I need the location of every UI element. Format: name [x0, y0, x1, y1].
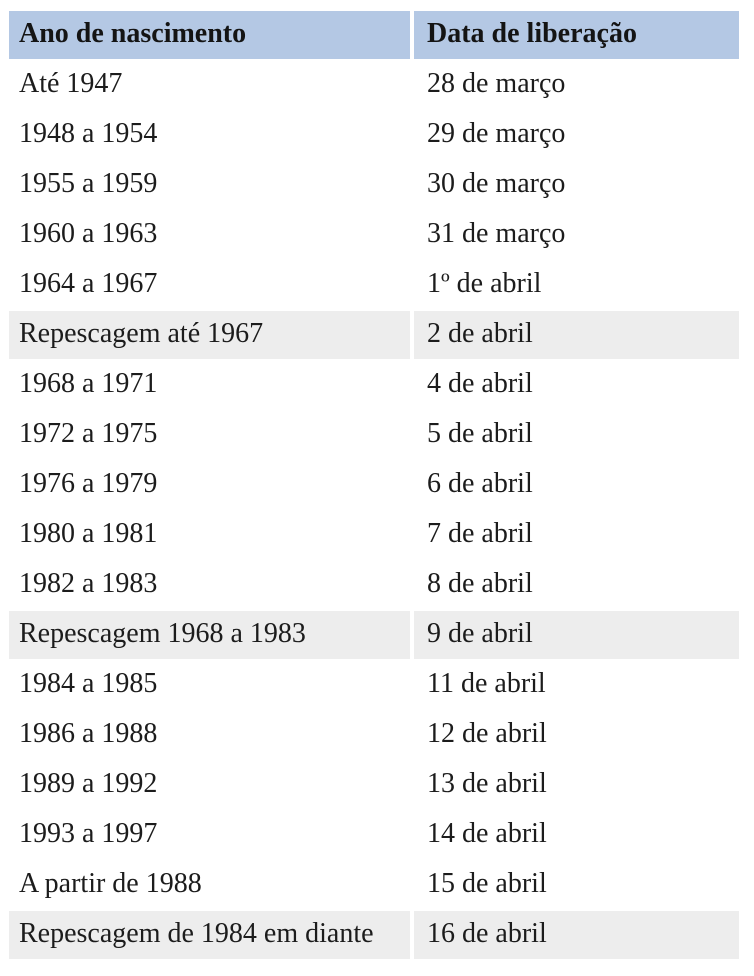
year-range-cell: Repescagem até 1967 [9, 311, 410, 359]
release-schedule-table: Ano de nascimento Data de liberação Até … [9, 11, 739, 959]
release-date-cell: 1º de abril [414, 261, 739, 309]
release-date-cell: 14 de abril [414, 811, 739, 859]
release-date-cell: 29 de março [414, 111, 739, 159]
year-range-cell: Repescagem de 1984 em diante [9, 911, 410, 959]
release-date-cell: 11 de abril [414, 661, 739, 709]
release-date-cell: 2 de abril [414, 311, 739, 359]
column-header-ano-de-nascimento: Ano de nascimento [9, 11, 410, 59]
release-date-cell: 5 de abril [414, 411, 739, 459]
year-range-cell: A partir de 1988 [9, 861, 410, 909]
release-date-cell: 13 de abril [414, 761, 739, 809]
year-range-cell: 1968 a 1971 [9, 361, 410, 409]
release-date-cell: 12 de abril [414, 711, 739, 759]
release-date-cell: 16 de abril [414, 911, 739, 959]
year-range-cell: 1989 a 1992 [9, 761, 410, 809]
year-range-cell: Repescagem 1968 a 1983 [9, 611, 410, 659]
release-date-cell: 30 de março [414, 161, 739, 209]
release-date-cell: 9 de abril [414, 611, 739, 659]
year-range-cell: 1955 a 1959 [9, 161, 410, 209]
year-range-cell: 1964 a 1967 [9, 261, 410, 309]
release-date-cell: 15 de abril [414, 861, 739, 909]
year-range-cell: 1972 a 1975 [9, 411, 410, 459]
release-date-cell: 8 de abril [414, 561, 739, 609]
release-date-cell: 31 de março [414, 211, 739, 259]
year-range-cell: 1984 a 1985 [9, 661, 410, 709]
release-date-cell: 28 de março [414, 61, 739, 109]
year-range-cell: 1993 a 1997 [9, 811, 410, 859]
year-range-cell: 1980 a 1981 [9, 511, 410, 559]
year-range-cell: 1982 a 1983 [9, 561, 410, 609]
year-range-cell: 1960 a 1963 [9, 211, 410, 259]
release-date-cell: 6 de abril [414, 461, 739, 509]
column-header-data-de-liberacao: Data de liberação [414, 11, 739, 59]
release-date-cell: 7 de abril [414, 511, 739, 559]
year-range-cell: 1986 a 1988 [9, 711, 410, 759]
release-date-cell: 4 de abril [414, 361, 739, 409]
year-range-cell: Até 1947 [9, 61, 410, 109]
year-range-cell: 1948 a 1954 [9, 111, 410, 159]
year-range-cell: 1976 a 1979 [9, 461, 410, 509]
